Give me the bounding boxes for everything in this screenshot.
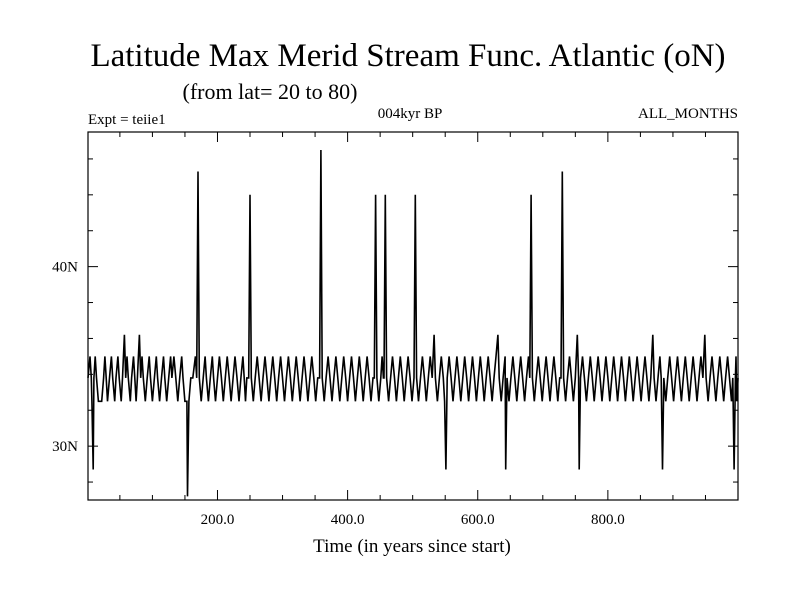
experiment-label: Expt = teiie1	[88, 112, 166, 128]
chart-subtitle: (from lat= 20 to 80)	[183, 79, 358, 104]
series-line	[87, 149, 739, 497]
chart-title: Latitude Max Merid Stream Func. Atlantic…	[90, 38, 725, 74]
x-tick-label: 200.0	[201, 512, 235, 528]
months-label: ALL_MONTHS	[638, 106, 738, 122]
y-tick-label: 30N	[52, 439, 78, 455]
x-tick-label: 600.0	[461, 512, 495, 528]
x-tick-label: 400.0	[331, 512, 365, 528]
plot-frame	[87, 131, 739, 501]
y-tick-label: 40N	[52, 260, 78, 276]
x-tick-label: 800.0	[591, 512, 625, 528]
plot-area: 200.0 400.0 600.0 800.0 30N 40N	[52, 131, 739, 528]
x-axis-label: Time (in years since start)	[313, 536, 511, 557]
period-label: 004kyr BP	[378, 106, 443, 122]
axis-tick-labels: 200.0 400.0 600.0 800.0 30N 40N	[52, 260, 625, 528]
axis-ticks	[88, 132, 738, 500]
